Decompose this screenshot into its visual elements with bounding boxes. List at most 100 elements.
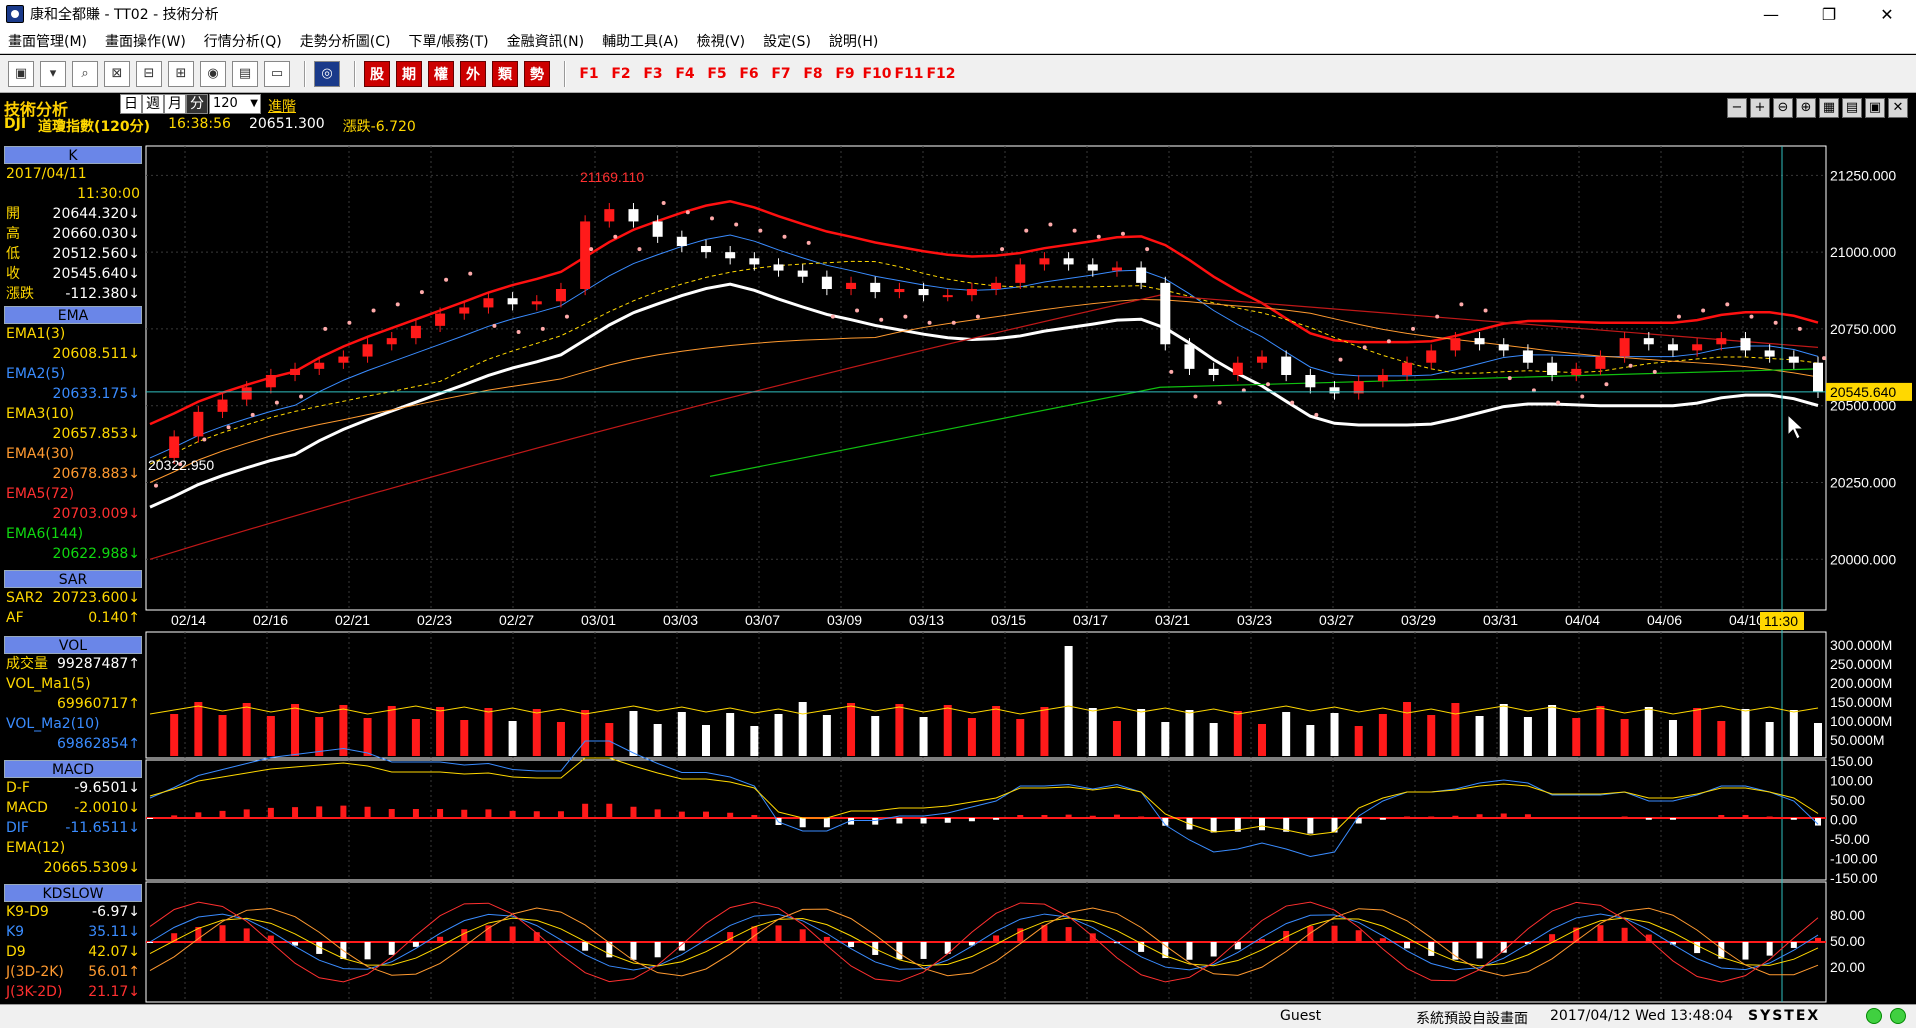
shrink-icon[interactable]: ⊖ bbox=[1773, 98, 1793, 118]
menu-tools[interactable]: 輔助工具(A) bbox=[602, 33, 679, 50]
f10-button[interactable]: F10 bbox=[862, 65, 892, 82]
candle-body bbox=[410, 325, 421, 339]
macd-histogram-bar bbox=[993, 818, 1000, 820]
candle-body bbox=[1160, 282, 1171, 345]
close-chart-icon[interactable]: ✕ bbox=[1888, 98, 1908, 118]
menu-quote-analysis[interactable]: 行情分析(Q) bbox=[203, 33, 282, 50]
sar-dot bbox=[492, 323, 497, 328]
zoom-in-icon[interactable]: + bbox=[1750, 98, 1770, 118]
f11-button[interactable]: F11 bbox=[894, 65, 924, 82]
tab-month[interactable]: 月 bbox=[164, 94, 186, 114]
trend-button[interactable]: 勢 bbox=[524, 60, 550, 87]
volume-bar bbox=[1040, 707, 1049, 756]
volume-bar bbox=[315, 717, 324, 756]
monitor-icon[interactable]: ▭ bbox=[264, 60, 290, 87]
layout-icon[interactable]: ▣ bbox=[8, 60, 34, 87]
menu-trend-chart[interactable]: 走勢分析圖(C) bbox=[299, 33, 391, 50]
menu-help[interactable]: 說明(H) bbox=[828, 33, 879, 50]
macd-histogram-bar bbox=[412, 809, 419, 819]
zoom-icon[interactable]: ⌕ bbox=[72, 60, 98, 87]
f9-button[interactable]: F9 bbox=[835, 65, 855, 82]
close-button[interactable]: ✕ bbox=[1880, 4, 1894, 24]
kd-histogram-bar bbox=[1138, 942, 1145, 952]
macd-histogram-bar bbox=[1065, 814, 1072, 819]
kd-histogram-bar bbox=[1500, 942, 1507, 953]
minimize-button[interactable]: — bbox=[1763, 4, 1779, 24]
macd-header: MACD bbox=[4, 760, 142, 778]
f5-button[interactable]: F5 bbox=[707, 65, 727, 82]
menu-view[interactable]: 檢視(V) bbox=[696, 33, 746, 50]
futures-button[interactable]: 期 bbox=[396, 60, 422, 87]
grid-icon[interactable]: ▦ bbox=[1819, 98, 1839, 118]
sar-dot bbox=[1822, 356, 1826, 361]
home-icon[interactable]: ◎ bbox=[314, 60, 340, 87]
volume-bar bbox=[1499, 704, 1508, 756]
kd-histogram-bar bbox=[606, 942, 613, 958]
sar-dot bbox=[589, 247, 594, 252]
sar-dot bbox=[1628, 363, 1633, 368]
volume-bar bbox=[798, 702, 807, 756]
f1-button[interactable]: F1 bbox=[579, 65, 599, 82]
sar-dot bbox=[1580, 394, 1585, 399]
f12-button[interactable]: F12 bbox=[926, 65, 956, 82]
options-button[interactable]: 權 bbox=[428, 60, 454, 87]
y-tick-label: 20000.000 bbox=[1830, 551, 1896, 567]
macd-histogram-bar bbox=[1476, 814, 1483, 819]
restore-icon[interactable]: ⊞ bbox=[168, 60, 194, 87]
expand-icon[interactable]: ⊕ bbox=[1796, 98, 1816, 118]
close-window-icon[interactable]: ⊠ bbox=[104, 60, 130, 87]
kd-histogram-bar bbox=[219, 925, 226, 943]
category-button[interactable]: 類 bbox=[492, 60, 518, 87]
f3-button[interactable]: F3 bbox=[643, 65, 663, 82]
sar-dot bbox=[637, 247, 642, 252]
f2-button[interactable]: F2 bbox=[611, 65, 631, 82]
coin-icon[interactable]: ◉ bbox=[200, 60, 226, 87]
candle-body bbox=[966, 289, 977, 296]
sar-dot bbox=[1145, 247, 1150, 252]
macd-histogram-bar bbox=[1621, 816, 1628, 819]
macd-histogram-bar bbox=[896, 818, 903, 824]
current-price-label: 20545.640 bbox=[1830, 384, 1896, 400]
menu-order-account[interactable]: 下單/帳務(T) bbox=[408, 33, 489, 50]
foreign-button[interactable]: 外 bbox=[460, 60, 486, 87]
f6-button[interactable]: F6 bbox=[739, 65, 759, 82]
interval-select[interactable]: 120 ▼ bbox=[209, 94, 261, 114]
x-tick-label: 03/09 bbox=[827, 612, 862, 628]
advanced-link[interactable]: 進階 bbox=[268, 99, 296, 115]
f7-button[interactable]: F7 bbox=[771, 65, 791, 82]
zoom-out-icon[interactable]: − bbox=[1727, 98, 1747, 118]
ema12-label: EMA(12) bbox=[6, 840, 66, 856]
macd-histogram-bar bbox=[1089, 815, 1096, 819]
af-label: AF bbox=[6, 610, 24, 626]
maximize-button[interactable]: ❐ bbox=[1821, 4, 1837, 24]
kd-histogram-bar bbox=[1549, 934, 1556, 943]
sar-dot bbox=[903, 314, 908, 319]
menu-screen-operation[interactable]: 畫面操作(W) bbox=[105, 33, 186, 50]
volume-bar bbox=[339, 705, 348, 756]
list-icon[interactable]: ▤ bbox=[1842, 98, 1862, 118]
save-screen-icon[interactable]: ▾ bbox=[40, 60, 66, 87]
macd-histogram-bar bbox=[968, 818, 975, 822]
volume-bar bbox=[194, 702, 203, 756]
x-tick-label: 03/17 bbox=[1073, 612, 1108, 628]
menu-financial-info[interactable]: 金融資訊(N) bbox=[506, 33, 585, 50]
macd-histogram-bar bbox=[1210, 818, 1217, 833]
menu-settings[interactable]: 設定(S) bbox=[763, 33, 811, 50]
tab-day[interactable]: 日 bbox=[120, 94, 142, 114]
menu-screen-management[interactable]: 畫面管理(M) bbox=[8, 33, 88, 50]
split-icon[interactable]: ⊟ bbox=[136, 60, 162, 87]
macd-histogram-bar bbox=[1549, 817, 1556, 819]
tab-week[interactable]: 週 bbox=[142, 94, 164, 114]
f4-button[interactable]: F4 bbox=[675, 65, 695, 82]
candle-body bbox=[362, 344, 373, 357]
print-icon[interactable]: ▤ bbox=[232, 60, 258, 87]
technical-chart[interactable]: 21250.000 21000.000 20750.000 20500.000 2025… bbox=[0, 0, 1916, 1004]
f8-button[interactable]: F8 bbox=[803, 65, 823, 82]
save-icon[interactable]: ▣ bbox=[1865, 98, 1885, 118]
tab-minute[interactable]: 分 bbox=[186, 94, 208, 114]
macd-histogram-bar bbox=[799, 818, 806, 828]
kd-histogram-bar bbox=[267, 935, 274, 943]
stock-button[interactable]: 股 bbox=[364, 60, 390, 87]
x-tick-label: 04/10 bbox=[1729, 612, 1764, 628]
k-high-label: 高 bbox=[6, 226, 20, 242]
